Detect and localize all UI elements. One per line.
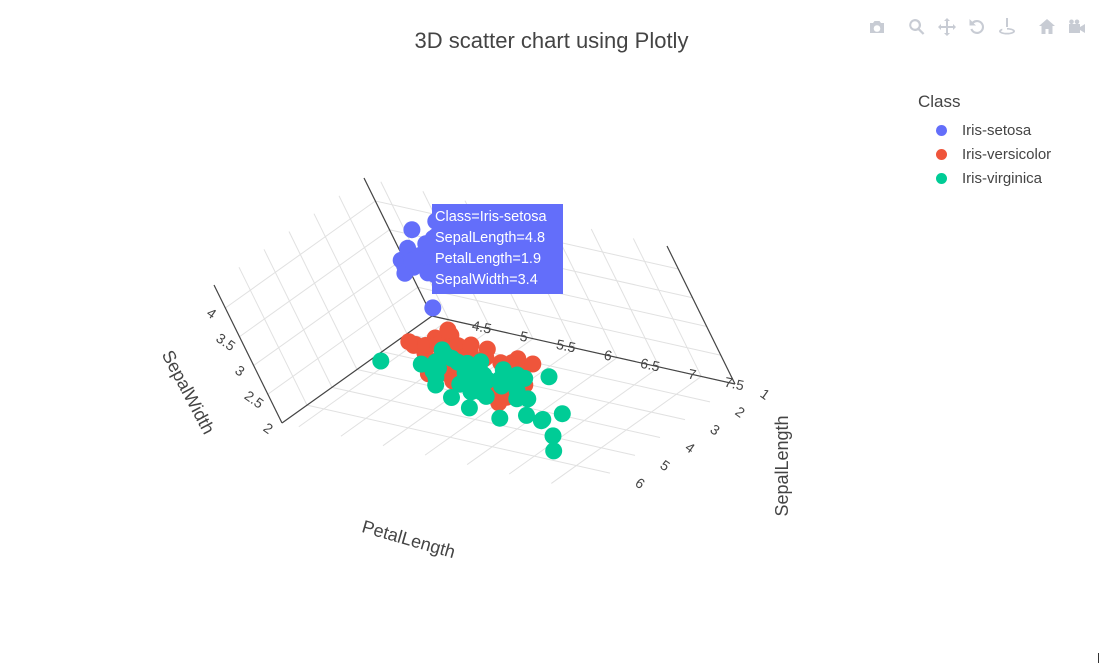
y-axis-edge-line	[666, 245, 736, 385]
x-tick-label: 5	[657, 457, 673, 475]
y-axis-line	[431, 315, 736, 385]
data-point-iris-virginica[interactable]	[516, 369, 534, 387]
z-axis-line-front	[213, 284, 283, 424]
data-point-iris-versicolor[interactable]	[400, 333, 418, 351]
legend-label: Iris-virginica	[962, 169, 1043, 187]
data-point-iris-virginica[interactable]	[545, 442, 563, 460]
data-point-iris-virginica[interactable]	[477, 373, 495, 391]
reset-camera-icon[interactable]	[1032, 14, 1062, 40]
data-point-iris-virginica[interactable]	[544, 427, 562, 445]
data-point-iris-virginica[interactable]	[518, 406, 535, 424]
axis-lines	[213, 177, 736, 424]
grid-line	[267, 286, 419, 395]
y-axis-title: SepalLength	[772, 415, 792, 516]
x-tick-label: 4	[682, 439, 698, 457]
grid-line	[331, 386, 636, 456]
x-tick-label: 1	[757, 385, 773, 403]
grid-line	[239, 229, 390, 338]
legend-marker	[936, 148, 947, 160]
data-point-iris-setosa[interactable]	[424, 299, 442, 317]
data-point-iris-virginica[interactable]	[540, 368, 558, 386]
data-point-iris-virginica[interactable]	[460, 377, 478, 395]
data-point-iris-setosa[interactable]	[403, 221, 421, 239]
chart-title: 3D scatter chart using Plotly	[414, 28, 689, 53]
resize-handle	[1098, 653, 1099, 663]
orbit-rotation-icon[interactable]	[962, 14, 992, 40]
hover-tooltip: Class=Iris-setosa SepalLength=4.8 PetalL…	[432, 204, 563, 294]
y-tick-label: 6	[603, 347, 614, 364]
y-tick-label: 5.5	[555, 336, 578, 356]
data-point-iris-setosa[interactable]	[403, 252, 421, 270]
grid-line	[417, 286, 721, 356]
grid-line	[551, 376, 702, 484]
hover-line-sepal-width: SepalWidth=3.4	[435, 272, 538, 288]
data-point-iris-virginica[interactable]	[508, 382, 526, 400]
data-point-iris-versicolor[interactable]	[417, 337, 435, 354]
data-point-iris-virginica[interactable]	[437, 346, 455, 364]
legend: Class Iris-setosa Iris-versicolor Iris-v…	[918, 92, 1051, 190]
y-tick-label: 7.5	[723, 374, 746, 394]
grid-line	[508, 366, 660, 475]
x-tick-label: 2	[732, 403, 748, 421]
x-axis-title: PetalLength	[360, 516, 458, 562]
data-point-iris-virginica[interactable]	[553, 405, 571, 423]
grid-line	[288, 231, 358, 370]
data-point-iris-virginica[interactable]	[430, 359, 447, 377]
grid-line	[590, 228, 660, 368]
y-tick-label: 6.5	[639, 355, 662, 375]
z-tick-label: 2.5	[242, 387, 267, 411]
data-point-iris-virginica[interactable]	[532, 412, 550, 430]
legend-label: Iris-versicolor	[962, 145, 1052, 163]
legend-item-setosa[interactable]: Iris-setosa	[918, 118, 1051, 142]
legend-title: Class	[918, 92, 961, 111]
legend-marker	[936, 172, 947, 184]
z-tick-label: 4	[204, 304, 220, 322]
z-tick-label: 3.5	[213, 330, 238, 354]
camera-icon[interactable]	[862, 14, 892, 40]
data-point-iris-virginica[interactable]	[372, 352, 390, 370]
hover-line-petal-length: PetalLength=1.9	[435, 251, 542, 267]
zoom-icon[interactable]	[902, 14, 932, 40]
grid-line	[306, 404, 611, 474]
turntable-rotation-icon[interactable]	[992, 14, 1022, 40]
x-tick-label: 6	[632, 474, 648, 492]
y-tick-label: 4.5	[471, 317, 494, 337]
grid-line	[225, 200, 376, 309]
y-tick-label: 7	[687, 365, 698, 382]
hover-line-sepal-length: SepalLength=4.8	[435, 230, 546, 246]
legend-item-versicolor[interactable]: Iris-versicolor	[918, 142, 1051, 166]
legend-label: Iris-setosa	[962, 121, 1032, 139]
grid-line	[313, 213, 383, 352]
grid-line	[253, 258, 404, 366]
pan-icon[interactable]	[932, 14, 962, 40]
camera-view-icon[interactable]	[1062, 14, 1092, 40]
data-point-iris-versicolor[interactable]	[462, 336, 480, 354]
data-point-iris-versicolor[interactable]	[439, 321, 457, 339]
hover-line-class: Class=Iris-setosa	[435, 209, 547, 225]
modebar	[862, 14, 1092, 40]
z-axis-line	[363, 177, 433, 317]
hover-arrow	[421, 238, 433, 260]
data-point-iris-virginica[interactable]	[460, 399, 478, 417]
z-tick-label: 3	[232, 362, 248, 380]
data-point-iris-virginica[interactable]	[494, 361, 512, 379]
data-point-iris-virginica[interactable]	[491, 409, 509, 427]
data-point-iris-versicolor[interactable]	[478, 340, 496, 358]
legend-marker	[936, 124, 947, 136]
data-point-iris-virginica[interactable]	[443, 389, 460, 406]
y-tick-label: 5	[518, 328, 529, 345]
grid-line	[238, 266, 308, 406]
grid-line	[263, 249, 333, 388]
legend-item-virginica[interactable]: Iris-virginica	[918, 166, 1051, 190]
z-axis-title: SepalWidth	[158, 347, 219, 438]
x-tick-label: 3	[707, 421, 723, 439]
z-tick-label: 2	[261, 419, 277, 437]
